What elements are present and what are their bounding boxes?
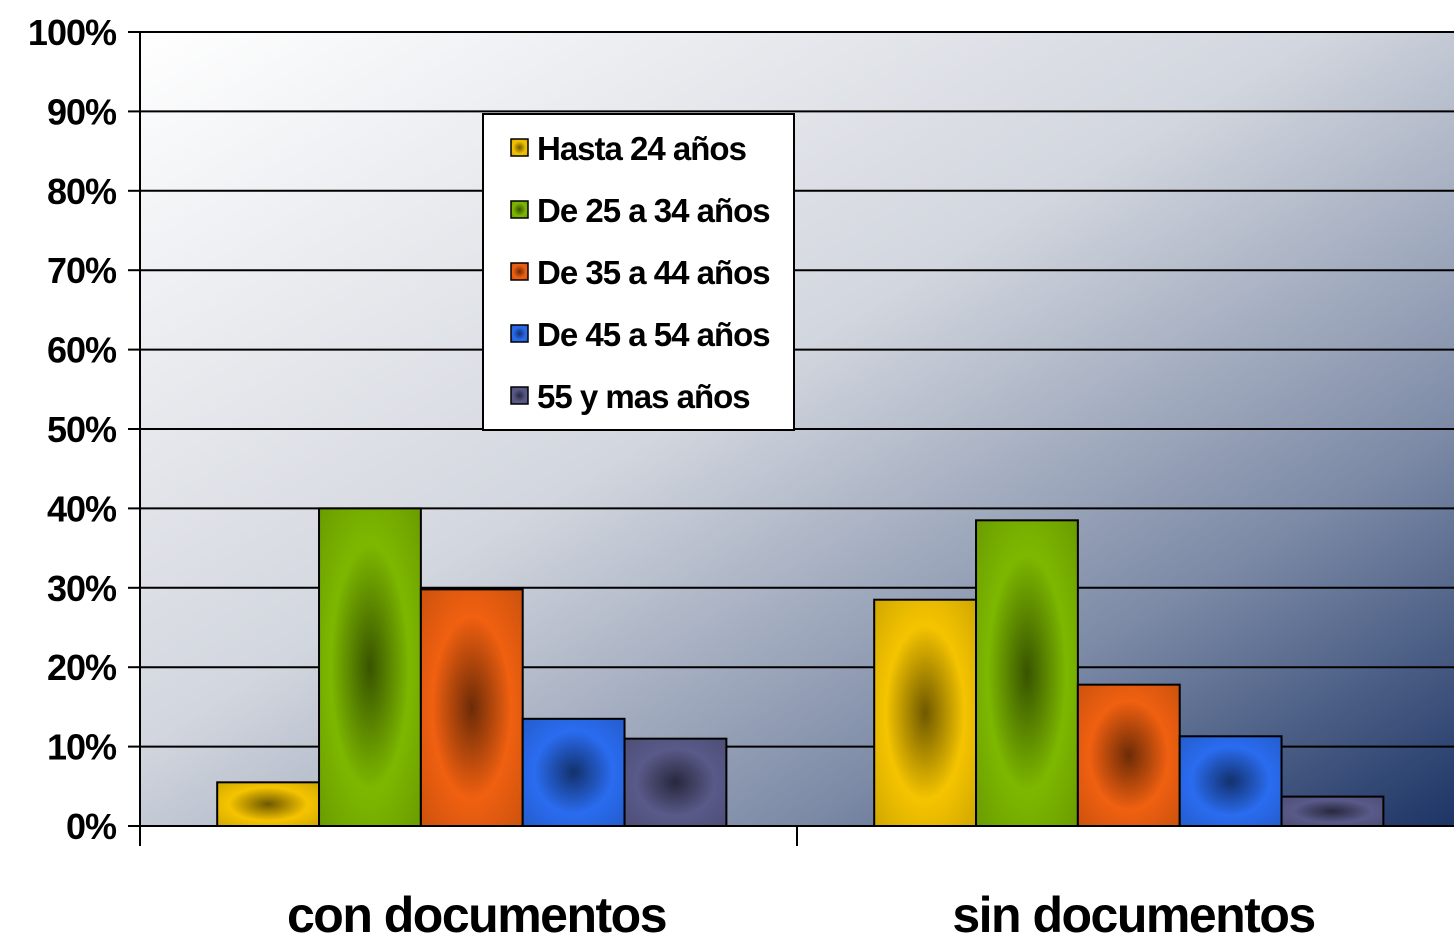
legend-swatch: [510, 324, 529, 343]
legend-label: Hasta 24 años: [537, 130, 746, 167]
y-tick-label: 40%: [47, 488, 117, 529]
y-tick-label: 10%: [47, 727, 117, 768]
y-tick-label: 0%: [66, 806, 117, 847]
bars: [216, 507, 1385, 828]
bar: [1178, 735, 1283, 828]
legend-label: 55 y mas años: [537, 378, 750, 415]
y-tick-label: 70%: [47, 250, 117, 291]
y-tick-label: 60%: [47, 330, 117, 371]
x-axis-category-labels: con documentos sin documentos: [287, 887, 1316, 938]
x-category-label: con documentos: [287, 887, 666, 938]
legend-box: [482, 113, 795, 431]
legend-swatch: [510, 138, 529, 157]
bar: [318, 507, 422, 827]
bar: [975, 519, 1079, 827]
bar: [419, 588, 524, 827]
axes: [128, 31, 1454, 846]
legend-label: De 25 a 34 años: [537, 192, 770, 229]
legend-label: De 45 a 54 años: [537, 316, 770, 353]
legend-swatch: [510, 262, 529, 281]
bar: [521, 717, 626, 827]
bar: [873, 598, 978, 828]
y-tick-label: 50%: [47, 409, 117, 450]
legend-swatch: [510, 386, 529, 405]
bar: [1280, 795, 1385, 828]
y-axis-tick-labels: 0% 10% 20% 30% 40% 50% 60% 70% 80% 90% 100%: [28, 12, 118, 847]
legend-label: De 35 a 44 años: [537, 254, 770, 291]
bar: [623, 737, 728, 827]
x-category-label: sin documentos: [952, 887, 1314, 938]
y-tick-label: 90%: [47, 91, 117, 132]
y-tick-label: 100%: [28, 12, 117, 53]
legend: Hasta 24 años De 25 a 34 años De 35 a 44 a…: [482, 113, 795, 431]
bar: [1076, 683, 1181, 828]
legend-swatch: [510, 200, 529, 219]
y-tick-label: 20%: [47, 647, 117, 688]
bar: [216, 781, 321, 828]
y-tick-label: 80%: [47, 171, 117, 212]
y-tick-label: 30%: [47, 568, 117, 609]
